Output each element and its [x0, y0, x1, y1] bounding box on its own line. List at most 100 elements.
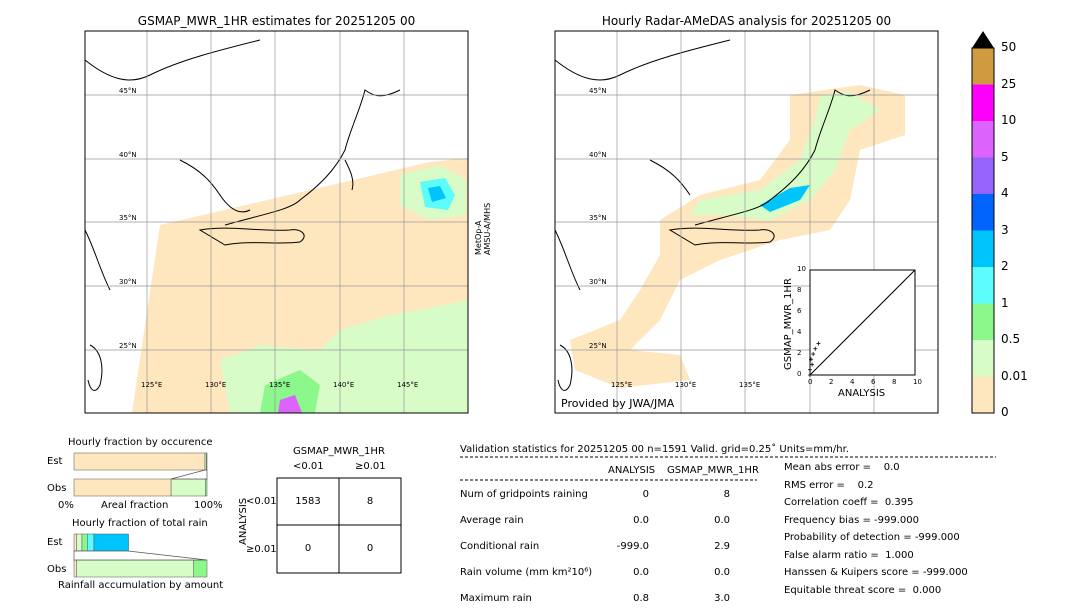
colorbar-label: 0: [1001, 405, 1009, 419]
fraction-bar-segment: [87, 533, 95, 552]
lat-label: 40°N: [589, 151, 607, 159]
colorbar-segment: [972, 194, 994, 231]
scatter-ytick: 0: [797, 370, 802, 378]
credit-label: Provided by JWA/JMA: [561, 397, 675, 410]
satellite-label: MetOp-A AMSU-A/MHS: [474, 202, 492, 255]
fraction-bar-segment: [170, 478, 206, 497]
scatter-ytick: 4: [797, 328, 802, 336]
occ-tick-0: 0%: [58, 500, 74, 511]
ct-cell-01: 8: [366, 496, 374, 507]
colorbar-label: 50: [1001, 40, 1017, 54]
stats-row-label: Maximum rain: [460, 593, 532, 604]
left-map-title: GSMAP_MWR_1HR estimates for 20251205 00: [137, 14, 416, 28]
scatter-xtick: 4: [850, 378, 855, 386]
scatter-xtick: 0: [808, 378, 813, 386]
stats-gsmap-value: 8: [723, 489, 730, 500]
occ-est-label: Est: [47, 456, 63, 467]
fraction-bar-segment: [73, 559, 77, 578]
fraction-bar-segment: [205, 478, 208, 497]
right-map-title: Hourly Radar-AMeDAS analysis for 2025120…: [601, 14, 892, 28]
lon-label: 140°E: [333, 381, 355, 389]
stats-score: RMS error = 0.2: [784, 479, 874, 491]
colorbar-segment: [972, 121, 994, 158]
scatter-xtick: 2: [829, 378, 834, 386]
scatter-point: [810, 362, 815, 367]
coastlines: [84, 39, 401, 391]
stats-score: False alarm ratio = 1.000: [784, 549, 914, 561]
right-map: [554, 30, 939, 414]
colorbar-segment: [972, 340, 994, 377]
lat-label: 25°N: [119, 342, 137, 350]
rain-patch-core: [278, 395, 302, 413]
lat-label: 35°N: [589, 214, 607, 222]
stats-score: Equitable threat score = 0.000: [784, 584, 942, 596]
scatter-point: [816, 341, 821, 346]
scatter-ytick: 8: [797, 286, 802, 294]
occurrence-title: Hourly fraction by occurence: [68, 437, 213, 448]
fraction-bar-segment: [73, 533, 77, 552]
fraction-bar-segment: [81, 533, 88, 552]
rain-xlabel: Rainfall accumulation by amount: [58, 580, 224, 591]
stats-col-gsmap: GSMAP_MWR_1HR: [667, 465, 759, 476]
coastlines-right: [554, 39, 871, 391]
fraction-bar-segment: [76, 533, 83, 552]
stats-header: Validation statistics for 20251205 00 n=…: [460, 444, 849, 455]
lon-label: 135°E: [269, 381, 291, 389]
colorbar-frame: [971, 47, 995, 414]
stats-score: Frequency bias = -999.000: [784, 514, 919, 526]
lon-label: 130°E: [675, 381, 697, 389]
colorbar-label: 0.01: [1001, 368, 1028, 383]
fraction-bar-segment: [76, 559, 194, 578]
occ-xlabel: Areal fraction: [101, 500, 169, 511]
lat-label: 35°N: [119, 214, 137, 222]
lon-label: 125°E: [141, 381, 163, 389]
colorbar-segment: [972, 267, 994, 304]
colorbar-segment: [972, 376, 994, 413]
occ-obs-label: Obs: [47, 483, 67, 494]
lat-label: 30°N: [589, 278, 607, 286]
stats-score: Probability of detection = -999.000: [784, 532, 960, 543]
occ-tick-100: 100%: [194, 500, 223, 511]
fraction-bar-segment: [93, 533, 129, 552]
stats-row-label: Average rain: [460, 515, 524, 526]
fraction-bars: [73, 452, 208, 578]
colorbar-label: 1: [1001, 295, 1009, 310]
stats-score: Hanssen & Kuipers score = -999.000: [784, 567, 968, 578]
scatter-xtick: 6: [871, 378, 876, 386]
fraction-bar-segment: [193, 559, 208, 578]
analysis-band-blue: [760, 185, 810, 212]
ct-title: GSMAP_MWR_1HR: [293, 446, 385, 457]
lon-label: 125°E: [611, 381, 633, 389]
ct-cell-11: 0: [366, 543, 374, 554]
stats-analysis-value: 0.8: [633, 593, 649, 604]
stats-score: Mean abs error = 0.0: [784, 462, 900, 473]
scatter-ytick: 10: [797, 265, 806, 273]
analysis-band-green: [690, 92, 880, 220]
ct-col-1: ≥0.01: [355, 461, 386, 472]
stats-analysis-value: -999.0: [616, 541, 649, 552]
scatter-point: [809, 357, 814, 362]
lat-label: 40°N: [119, 151, 137, 159]
stats-gsmap-value: 2.9: [714, 541, 730, 552]
fraction-bar-segment: [73, 452, 206, 471]
stats-row-label: Rain volume (mm km²10⁶): [460, 567, 593, 578]
lat-label: 45°N: [119, 87, 137, 95]
stats-gsmap-value: 0.0: [714, 567, 730, 578]
lat-label: 30°N: [119, 278, 137, 286]
ct-cell-00: 1583: [295, 496, 321, 507]
rain-est-label: Est: [47, 537, 63, 548]
left-map: [84, 30, 469, 414]
ct-row-1: ≥0.01: [246, 544, 277, 555]
stats-analysis-value: 0.0: [633, 515, 649, 526]
scatter-diagonal: [809, 269, 916, 376]
scatter-point: [811, 352, 816, 356]
colorbar-segment: [972, 230, 994, 267]
scatter-point: [808, 373, 812, 377]
contingency-table: [276, 477, 402, 574]
colorbar-segment: [972, 303, 994, 340]
stats-gsmap-value: 0.0: [714, 515, 730, 526]
scatter-xlabel: ANALYSIS: [838, 388, 886, 399]
lat-label: 25°N: [589, 342, 607, 350]
ct-row-0: <0.01: [246, 496, 277, 507]
colorbar-segment: [972, 48, 994, 85]
